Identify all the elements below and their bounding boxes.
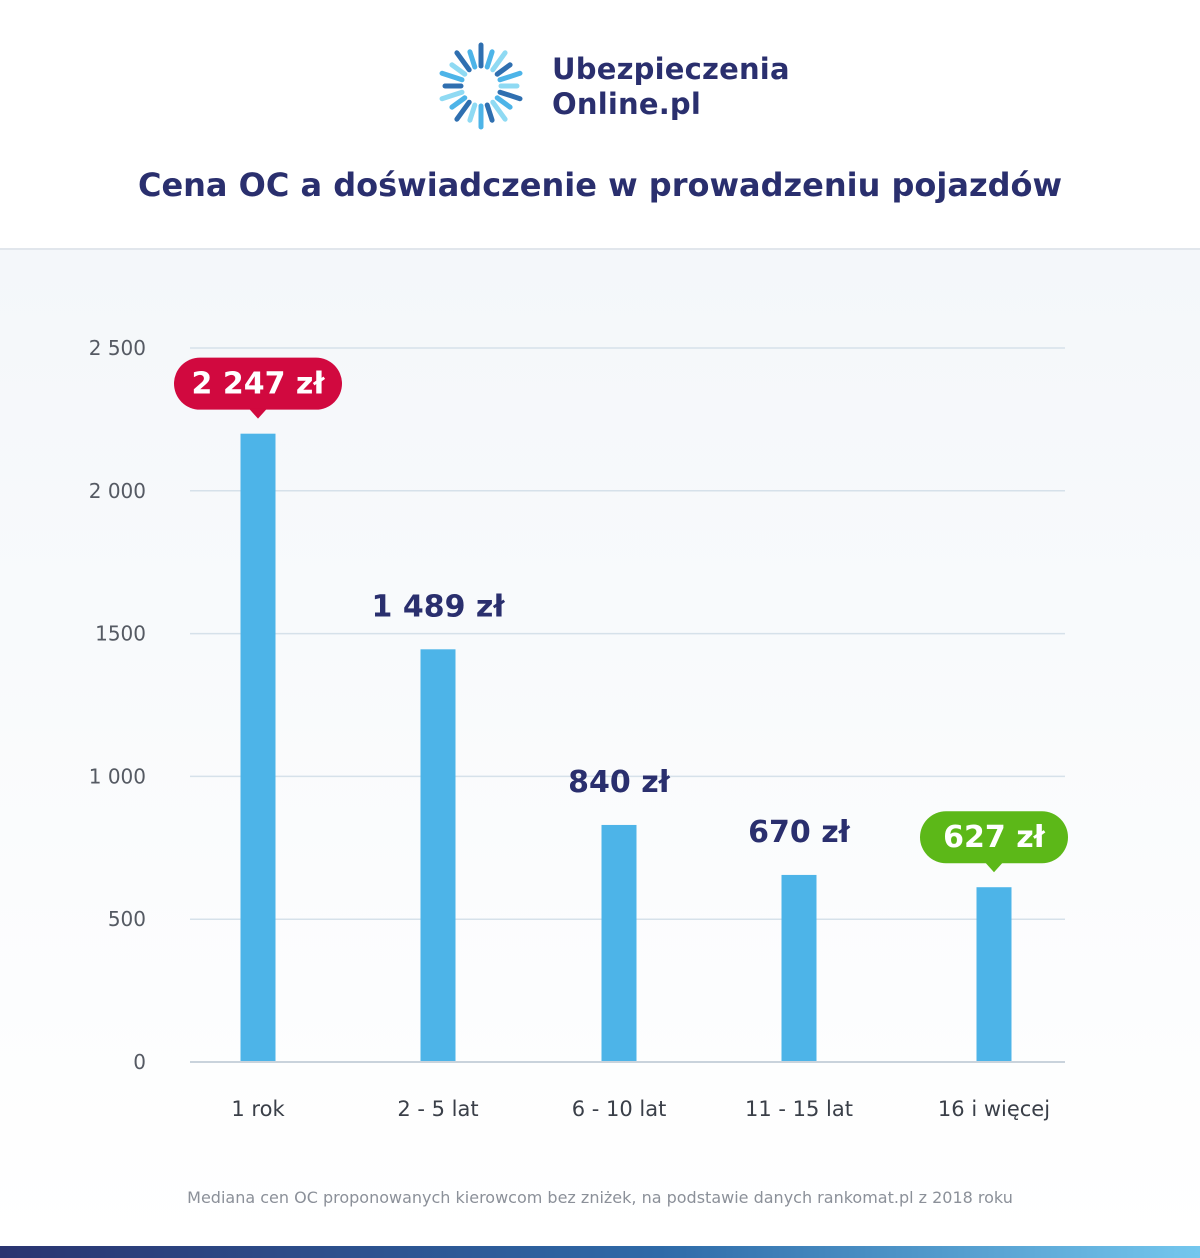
logo-ray — [449, 62, 468, 77]
y-tick-label: 500 — [108, 907, 146, 931]
y-tick-label: 2 000 — [89, 479, 146, 503]
bar — [601, 824, 637, 1062]
plot-area: 0 500 1 000 1500 2 000 2 500 1 rok 2 247 zł 2 - … — [0, 250, 1200, 1245]
x-tick-label: 2 - 5 lat — [397, 1097, 478, 1121]
x-tick-label: 6 - 10 lat — [572, 1097, 667, 1121]
bar — [976, 887, 1012, 1062]
x-tick-label: 1 rok — [231, 1097, 285, 1121]
brand-line-1: Ubezpieczenia — [552, 52, 790, 86]
logo-ray — [484, 49, 495, 70]
logo-ray — [490, 99, 508, 122]
y-tick-label: 2 500 — [89, 336, 146, 360]
data-label-badge-pointer — [985, 862, 1003, 873]
logo-ray — [497, 89, 523, 102]
brand-name: Ubezpieczenia Online.pl — [552, 52, 790, 122]
x-tick-label: 11 - 15 lat — [745, 1097, 853, 1121]
data-label: 840 zł — [568, 765, 671, 800]
logo-ray — [439, 89, 465, 102]
data-label: 1 489 zł — [372, 589, 506, 624]
data-label-badge — [920, 811, 1068, 864]
bar-chart: 0 500 1 000 1500 2 000 2 500 1 rok 2 247 zł 2 - … — [89, 336, 1068, 1121]
logo-ray — [490, 50, 508, 73]
footnote: Mediana cen OC proponowanych kierowcom b… — [187, 1188, 1013, 1207]
logo-ray — [497, 70, 523, 83]
data-label-badge-pointer — [249, 408, 267, 419]
logo-ray — [494, 62, 513, 77]
bar — [240, 433, 276, 1062]
data-label: 627 zł — [943, 820, 1046, 855]
bar — [781, 874, 817, 1062]
header: Ubezpieczenia Online.pl Cena OC a doświa… — [0, 0, 1200, 250]
data-label-badge — [174, 357, 342, 410]
logo-ray — [439, 70, 465, 83]
logo-ray — [454, 99, 472, 122]
logo-ray — [494, 95, 513, 110]
logo-ray — [467, 49, 478, 70]
bottom-accent-bar — [0, 1246, 1200, 1258]
logo-ray — [449, 95, 468, 110]
x-tick-label: 16 i więcej — [938, 1097, 1050, 1121]
chart-title: Cena OC a doświadczenie w prowadzeniu po… — [137, 166, 1063, 204]
y-tick-label: 1500 — [95, 622, 146, 646]
data-label: 2 247 zł — [192, 367, 326, 402]
data-label: 670 zł — [748, 815, 851, 850]
logo-ray — [454, 50, 472, 73]
logo-ray — [484, 102, 495, 123]
logo-icon — [439, 42, 523, 130]
brand-line-2: Online.pl — [552, 87, 702, 121]
y-tick-label: 0 — [133, 1050, 146, 1074]
bar — [420, 649, 456, 1062]
logo-ray — [467, 102, 478, 123]
y-tick-label: 1 000 — [89, 764, 146, 788]
